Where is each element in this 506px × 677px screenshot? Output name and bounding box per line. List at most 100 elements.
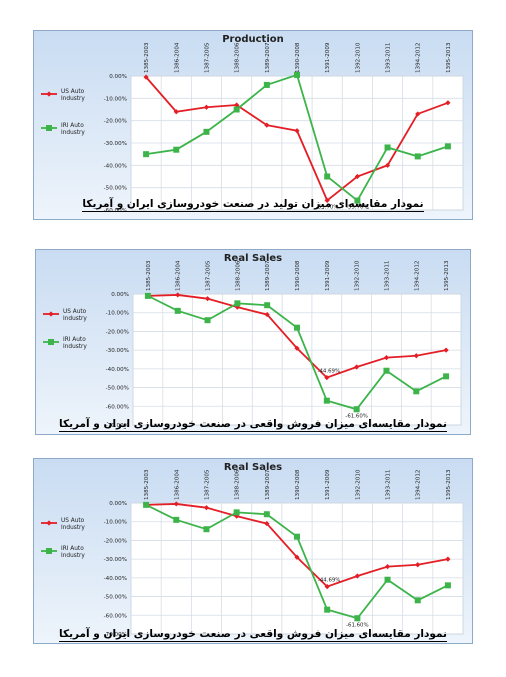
data-point-iri [354, 197, 361, 204]
real-sales-caption-text-2: نمودار مقایسه‌ای میزان فروش واقعی در صنع… [59, 628, 447, 642]
y-tick-label: -10.00% [106, 311, 129, 317]
x-tick-label: 1391-2009 [325, 469, 331, 500]
data-point-iri [414, 597, 421, 604]
data-point-iri [414, 153, 421, 160]
data-point-iri [203, 128, 210, 135]
y-tick-label: -60.00% [106, 404, 129, 410]
y-tick-label: 0.00% [111, 292, 129, 298]
chart-panel-production: Production 0.00% -10.00% -20.00% -30.00% -40.… [0, 0, 506, 222]
y-tick-label: -10.00% [104, 96, 127, 102]
data-point-us [173, 109, 179, 115]
y-tick-label: 0.00% [109, 74, 127, 80]
legend-label-iri: IRI Auto Industry [61, 123, 85, 136]
x-tick-label: 1388-2006 [235, 42, 241, 73]
y-tick-label: -60.00% [104, 613, 127, 619]
legend-label-iri: IRI Auto Industry [61, 546, 85, 559]
data-point-us [354, 573, 360, 579]
y-tick-label: -30.00% [106, 348, 129, 354]
x-tick-label: 1386-2004 [174, 42, 180, 73]
data-point-iri [384, 576, 391, 583]
data-point-iri [294, 324, 300, 331]
data-point-us [413, 353, 419, 359]
x-tick-label: 1386-2004 [174, 469, 180, 500]
data-point-iri [443, 373, 450, 380]
data-label: -55.76% [346, 205, 369, 211]
x-tick-label: 1392-2010 [355, 42, 361, 73]
legend-label-iri: IRI Auto Industry [63, 337, 87, 350]
y-tick-label: -30.00% [104, 557, 127, 563]
x-tick-label: 1393-2011 [386, 42, 392, 73]
chart-title: Production [222, 34, 284, 45]
x-tick-label: 1392-2010 [355, 260, 361, 291]
x-tick-label: 1388-2006 [235, 260, 241, 291]
y-tick-label: -40.00% [104, 576, 127, 582]
y-tick-label: -50.00% [104, 595, 127, 601]
legend-marker-us [48, 311, 54, 317]
data-point-iri [354, 615, 361, 622]
plot-area [132, 293, 462, 426]
data-point-iri [203, 526, 210, 533]
x-tick-label: 1393-2011 [386, 469, 392, 500]
x-tick-label: 1395-2013 [444, 260, 450, 291]
real-sales-chart-1: Real Sales 0.00% -10.00% -20.00% -30.00% -40.… [35, 249, 471, 435]
data-point-us [294, 554, 300, 560]
x-tick-label: 1386-2004 [176, 260, 182, 291]
y-tick-label: -60.00% [104, 208, 127, 214]
data-point-us [445, 100, 451, 106]
legend-marker-iri [46, 125, 52, 131]
data-point-us [354, 364, 360, 370]
x-tick-label: 1387-2005 [204, 469, 210, 500]
data-point-us [324, 584, 330, 590]
x-tick-label: 1389-2007 [265, 469, 271, 500]
data-point-us [383, 355, 390, 361]
data-point-iri [324, 173, 331, 180]
data-label: -61.60% [345, 413, 368, 419]
chart-panel-real-sales-2: Real Sales 0.00% -10.00% -20.00% -30.00% -40.… [0, 444, 506, 677]
data-point-iri [143, 501, 150, 508]
x-tick-label: 1393-2011 [384, 260, 390, 291]
real-sales-chart-2: Real Sales 0.00% -10.00% -20.00% -30.00% -40.… [33, 458, 473, 644]
data-point-us [443, 347, 449, 353]
y-tick-label: 0.00% [109, 501, 127, 507]
data-point-iri [413, 388, 420, 395]
x-tick-label: 1390-2008 [295, 469, 301, 500]
data-point-us [203, 104, 210, 110]
y-tick-label: -20.00% [104, 119, 127, 125]
x-tick-label: 1395-2013 [446, 42, 452, 73]
real-sales-caption-1: نمودار مقایسه‌ای میزان فروش واقعی در صنع… [0, 418, 506, 432]
x-tick-label: 1394-2012 [416, 43, 422, 74]
y-tick-label: -70.00% [104, 632, 127, 638]
data-label: -55.70% [316, 204, 339, 210]
x-tick-label: 1394-2012 [414, 261, 420, 292]
data-point-iri [294, 533, 300, 540]
legend-marker-iri [48, 339, 54, 345]
x-tick-label: 1385-2003 [144, 469, 150, 500]
chart-title: Real Sales [224, 462, 282, 473]
y-tick-label: -10.00% [104, 520, 127, 526]
data-point-iri [143, 151, 150, 158]
data-point-iri [384, 144, 391, 151]
data-point-iri [323, 397, 330, 404]
data-point-iri [324, 606, 331, 613]
data-point-iri [173, 516, 180, 523]
data-point-us [384, 162, 391, 168]
data-point-us [415, 111, 421, 117]
x-tick-label: 1389-2007 [265, 260, 271, 291]
data-label: -61.60% [346, 622, 369, 628]
y-tick-label: -70.00% [106, 423, 129, 429]
data-point-iri [263, 81, 270, 88]
legend-marker-us [46, 520, 52, 526]
data-point-iri [263, 511, 270, 518]
data-point-us [384, 564, 391, 570]
legend-label-us: US Auto Industry [61, 89, 85, 102]
data-point-iri [234, 300, 241, 307]
data-point-iri [444, 582, 451, 589]
x-tick-label: 1391-2009 [325, 260, 331, 291]
production-chart: Production 0.00% -10.00% -20.00% -30.00% -40.… [33, 30, 473, 220]
plot-area [130, 502, 464, 635]
data-point-iri [173, 146, 180, 153]
x-tick-label: 1385-2003 [146, 260, 152, 291]
y-tick-label: -40.00% [104, 163, 127, 169]
data-point-iri [204, 317, 211, 324]
data-label: -44.69% [318, 578, 341, 584]
